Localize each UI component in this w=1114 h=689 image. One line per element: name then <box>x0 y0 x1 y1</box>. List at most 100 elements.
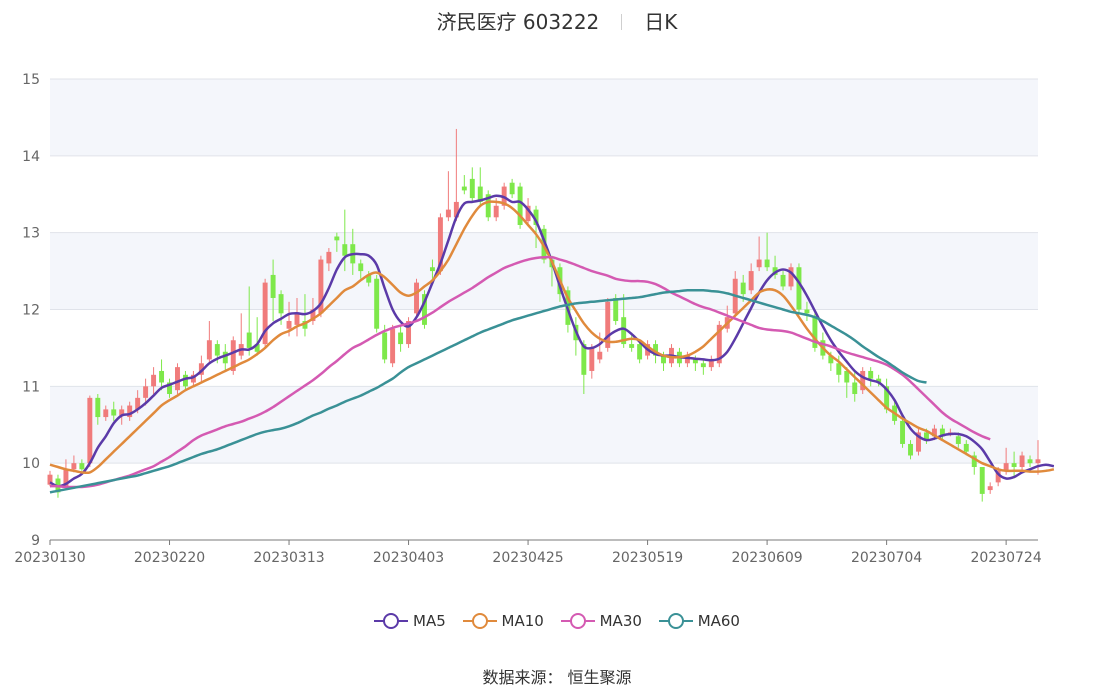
candle-body <box>1011 463 1017 468</box>
candle-body <box>445 209 451 218</box>
candle-body <box>764 259 770 268</box>
candle <box>916 428 921 456</box>
data-source: 数据来源： 恒生聚源 <box>482 668 632 687</box>
candle-body <box>900 420 906 444</box>
candle-body <box>278 294 284 314</box>
candle-body <box>971 455 977 468</box>
candle-body <box>804 309 810 314</box>
candle <box>908 440 913 460</box>
candle-body <box>47 474 53 485</box>
candle <box>788 263 794 291</box>
candle-body <box>684 355 690 364</box>
x-tick-label: 20230425 <box>492 550 563 566</box>
candle-body <box>716 324 722 364</box>
candle-body <box>740 282 746 295</box>
candle-body <box>310 309 316 322</box>
candle <box>294 297 300 337</box>
candle-body <box>589 347 595 371</box>
candle-body <box>63 469 69 487</box>
candle-body <box>836 363 842 375</box>
candle-body <box>71 463 77 470</box>
candle-body <box>406 321 412 345</box>
candle-body <box>860 370 866 391</box>
candle-body <box>453 201 459 218</box>
candle <box>979 467 985 502</box>
candle-body <box>190 374 196 383</box>
y-tick-label: 11 <box>22 379 40 395</box>
candle <box>182 370 188 391</box>
legend-item-ma60[interactable]: MA60 <box>658 612 740 630</box>
candle-body <box>517 186 523 225</box>
candle <box>605 297 611 352</box>
candle-body <box>844 370 850 383</box>
candle-body <box>262 282 268 345</box>
candle-body <box>525 205 531 222</box>
candle <box>103 405 109 421</box>
candle-body <box>127 405 133 418</box>
y-tick-label: 9 <box>31 533 40 549</box>
candle <box>334 232 340 252</box>
candle-body <box>637 344 643 360</box>
candle <box>804 301 810 322</box>
x-tick-label: 20230220 <box>134 550 205 566</box>
candle-body <box>103 409 109 418</box>
candle <box>127 401 133 421</box>
candle <box>206 321 212 364</box>
candle-body <box>876 378 882 383</box>
candle <box>844 367 850 398</box>
candle <box>445 171 451 222</box>
candle <box>254 317 260 356</box>
candle-body <box>95 397 101 418</box>
candle <box>589 344 595 379</box>
candle <box>637 340 643 364</box>
legend-item-ma5[interactable]: MA5 <box>374 612 446 630</box>
candle <box>987 482 993 494</box>
x-tick-label: 20230403 <box>373 550 444 566</box>
candle-body <box>852 382 858 395</box>
candle-body <box>222 351 228 364</box>
legend-item-ma10[interactable]: MA10 <box>462 612 544 630</box>
candle-body <box>270 274 276 298</box>
candle-body <box>254 344 260 352</box>
y-tick-label: 15 <box>22 72 40 88</box>
candle <box>246 286 252 356</box>
candle-body <box>294 313 300 325</box>
y-tick-label: 10 <box>22 456 40 472</box>
candle-body <box>653 344 659 356</box>
candle <box>190 370 196 387</box>
candle-body <box>955 436 961 444</box>
candle-body <box>286 321 292 329</box>
ma-line-ma10 <box>49 200 1055 475</box>
x-tick-label: 20230724 <box>970 550 1041 566</box>
legend-item-ma30[interactable]: MA30 <box>560 612 642 630</box>
candle <box>748 263 754 295</box>
candle-body <box>398 332 404 345</box>
candle-body <box>756 259 762 268</box>
candle <box>374 274 380 333</box>
candle <box>262 278 268 348</box>
candle <box>1011 451 1017 479</box>
candle-body <box>772 267 778 275</box>
candle-body <box>987 486 993 491</box>
candle <box>796 263 802 314</box>
candle-body <box>700 363 706 368</box>
x-tick-label: 20230519 <box>612 550 683 566</box>
candle-body <box>422 294 427 325</box>
candle-body <box>939 428 945 437</box>
candle <box>900 417 906 448</box>
candle-body <box>509 182 515 195</box>
chart-title: 济民医疗 603222 日K <box>0 6 1114 35</box>
candle-body <box>812 317 818 348</box>
candle-body <box>613 297 619 322</box>
candle-body <box>198 363 204 375</box>
candle-body <box>908 443 913 456</box>
candle-body <box>175 367 180 391</box>
candle-body <box>748 271 754 291</box>
candle <box>79 459 85 471</box>
candle-body <box>374 278 380 329</box>
candle-body <box>1003 463 1009 471</box>
candle-body <box>302 321 308 329</box>
candle-body <box>533 209 539 225</box>
candle <box>772 255 778 279</box>
